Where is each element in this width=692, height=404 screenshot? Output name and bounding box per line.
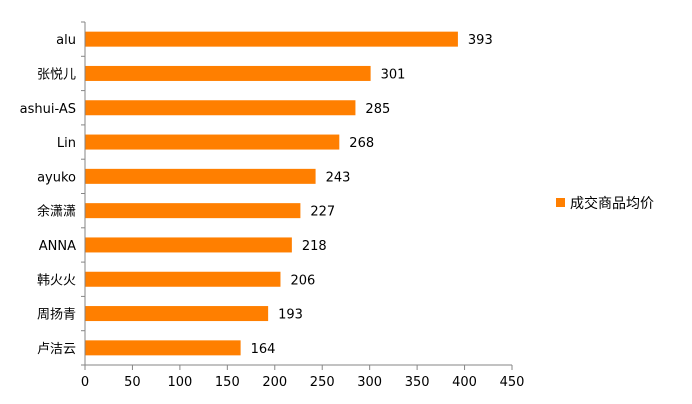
data-label-8: 193	[278, 308, 303, 323]
data-label-1: 301	[381, 67, 406, 82]
x-tick-label-9: 450	[500, 375, 525, 390]
bar-6	[85, 237, 292, 253]
data-label-3: 268	[349, 136, 374, 151]
category-label-8: 周扬青	[37, 308, 76, 323]
bar-9	[85, 340, 241, 356]
category-label-4: ayuko	[37, 170, 76, 185]
bar-7	[85, 271, 281, 287]
x-tick-label-5: 250	[310, 375, 335, 390]
data-label-2: 285	[365, 102, 390, 117]
bar-4	[85, 168, 316, 184]
x-tick-label-1: 50	[124, 375, 141, 390]
bar-1	[85, 65, 371, 81]
bar-8	[85, 306, 269, 322]
x-tick-label-4: 200	[262, 375, 287, 390]
data-label-7: 206	[290, 273, 315, 288]
bar-2	[85, 100, 356, 116]
data-labels-group: 393 301 285 268 243 227 218 206 193 164	[251, 33, 493, 357]
data-label-9: 164	[251, 342, 276, 357]
data-label-5: 227	[310, 205, 335, 220]
x-tick-label-0: 0	[81, 375, 89, 390]
x-tick-label-2: 100	[167, 375, 192, 390]
bars-group	[85, 31, 458, 356]
data-label-0: 393	[468, 33, 493, 48]
bar-0	[85, 31, 458, 47]
category-label-7: 韩火火	[37, 273, 76, 288]
x-tick-label-6: 300	[357, 375, 382, 390]
legend: 成交商品均价	[556, 195, 654, 212]
category-label-6: ANNA	[39, 239, 76, 254]
x-tick-label-8: 400	[452, 375, 477, 390]
bar-5	[85, 203, 301, 219]
category-label-3: Lin	[57, 136, 76, 151]
legend-swatch	[556, 198, 565, 207]
data-label-4: 243	[326, 170, 351, 185]
category-label-1: 张悦儿	[37, 67, 76, 82]
x-ticks-group	[81, 21, 513, 370]
x-tick-label-7: 350	[405, 375, 430, 390]
x-tick-label-3: 150	[215, 375, 240, 390]
bar-3	[85, 134, 340, 150]
x-tick-labels-group: 0 50 100 150 200 250 300 350 400 450	[81, 375, 525, 390]
data-label-6: 218	[302, 239, 327, 254]
category-label-2: ashui-AS	[20, 102, 76, 117]
category-label-0: alu	[56, 33, 76, 48]
legend-label: 成交商品均价	[570, 195, 654, 212]
category-label-5: 余潇潇	[37, 204, 76, 220]
category-label-9: 卢洁云	[37, 341, 76, 357]
